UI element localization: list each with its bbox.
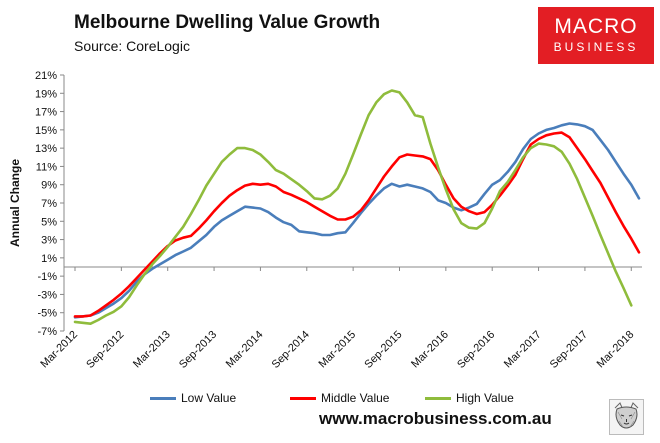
series-line-middle-value — [73, 131, 641, 318]
legend-swatch — [150, 397, 176, 400]
y-tick-label: 17% — [35, 107, 57, 119]
y-tick-label: -5% — [37, 308, 57, 320]
footer-url: www.macrobusiness.com.au — [319, 409, 552, 428]
legend-label: High Value — [456, 391, 514, 405]
y-tick-label: 21% — [35, 70, 57, 82]
x-tick-label: Mar-2014 — [224, 329, 266, 371]
x-tick-label: Sep-2017 — [548, 329, 590, 371]
y-tick-label: 19% — [35, 88, 57, 100]
logo-text-business: BUSINESS — [553, 40, 639, 54]
y-tick-label: 3% — [41, 235, 57, 247]
series-line-low-value — [73, 122, 641, 319]
x-tick-label: Sep-2013 — [177, 329, 219, 371]
y-axis-ticks: 21% 19% 17% 15% 13% 11% 9% 7% 5% 3% 1% -1% -3% -5% -7% — [35, 70, 64, 338]
x-tick-label: Sep-2012 — [84, 329, 126, 371]
wolf-sketch-icon — [609, 399, 644, 435]
y-tick-label: 7% — [41, 198, 57, 210]
y-tick-label: 13% — [35, 143, 57, 155]
chart-legend: Low Value Middle Value High Value — [150, 391, 610, 405]
x-tick-label: Sep-2014 — [270, 329, 312, 371]
y-tick-label: 1% — [41, 253, 57, 265]
legend-swatch — [425, 397, 451, 400]
y-tick-label: 9% — [41, 180, 57, 192]
y-tick-label: -1% — [37, 271, 57, 283]
y-tick-label: 5% — [41, 216, 57, 228]
legend-label: Middle Value — [321, 391, 390, 405]
legend-swatch — [290, 397, 316, 400]
x-tick-label: Mar-2017 — [502, 329, 544, 371]
macrobusiness-logo: MACRO BUSINESS — [538, 7, 654, 64]
y-tick-label: -7% — [37, 326, 57, 338]
logo-text-macro: MACRO — [554, 15, 638, 38]
x-tick-label: Sep-2015 — [362, 329, 404, 371]
y-tick-label: -3% — [37, 289, 57, 301]
x-tick-label: Mar-2013 — [131, 329, 173, 371]
x-axis-ticks: Mar-2012 Sep-2012 Mar-2013 Sep-2013 Mar-2014… — [38, 267, 636, 371]
x-tick-label: Sep-2016 — [455, 329, 497, 371]
y-tick-label: 15% — [35, 125, 57, 137]
legend-label: Low Value — [181, 391, 237, 405]
series-lines — [73, 89, 641, 326]
y-tick-label: 11% — [36, 161, 57, 173]
x-tick-label: Mar-2018 — [595, 329, 637, 371]
chart-source: Source: CoreLogic — [74, 38, 190, 54]
y-axis-title: Annual Change — [8, 159, 22, 247]
x-tick-label: Mar-2015 — [316, 329, 358, 371]
x-tick-label: Mar-2016 — [409, 329, 451, 371]
chart-title: Melbourne Dwelling Value Growth — [74, 12, 381, 33]
series-line-high-value — [73, 89, 633, 326]
